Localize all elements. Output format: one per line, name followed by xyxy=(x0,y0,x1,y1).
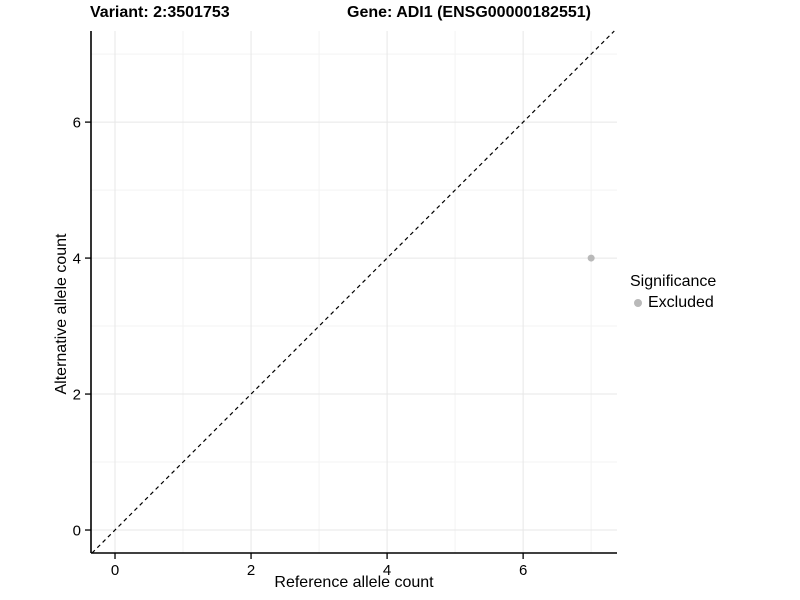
y-tick-label: 4 xyxy=(73,251,81,268)
y-axis-label: Alternative allele count xyxy=(53,233,70,395)
data-point xyxy=(587,254,595,262)
legend-key-dot-icon xyxy=(634,299,642,307)
x-tick-label: 2 xyxy=(247,562,255,579)
legend: Significance Excluded xyxy=(630,273,716,312)
x-tick-label: 6 xyxy=(519,562,527,579)
x-tick-label: 0 xyxy=(111,562,119,579)
x-axis-label: Reference allele count xyxy=(274,574,434,591)
plot-title-variant: Variant: 2:3501753 xyxy=(90,4,230,21)
x-tick-label: 4 xyxy=(383,562,391,579)
y-tick-label: 2 xyxy=(73,387,81,404)
plot-title-gene: Gene: ADI1 (ENSG00000182551) xyxy=(347,4,591,21)
y-tick-label: 6 xyxy=(73,115,81,132)
y-tick-label: 0 xyxy=(73,523,81,540)
legend-item-label: Excluded xyxy=(648,294,714,311)
legend-item-excluded: Excluded xyxy=(630,294,716,312)
identity-line xyxy=(91,30,615,554)
legend-title: Significance xyxy=(630,273,717,290)
